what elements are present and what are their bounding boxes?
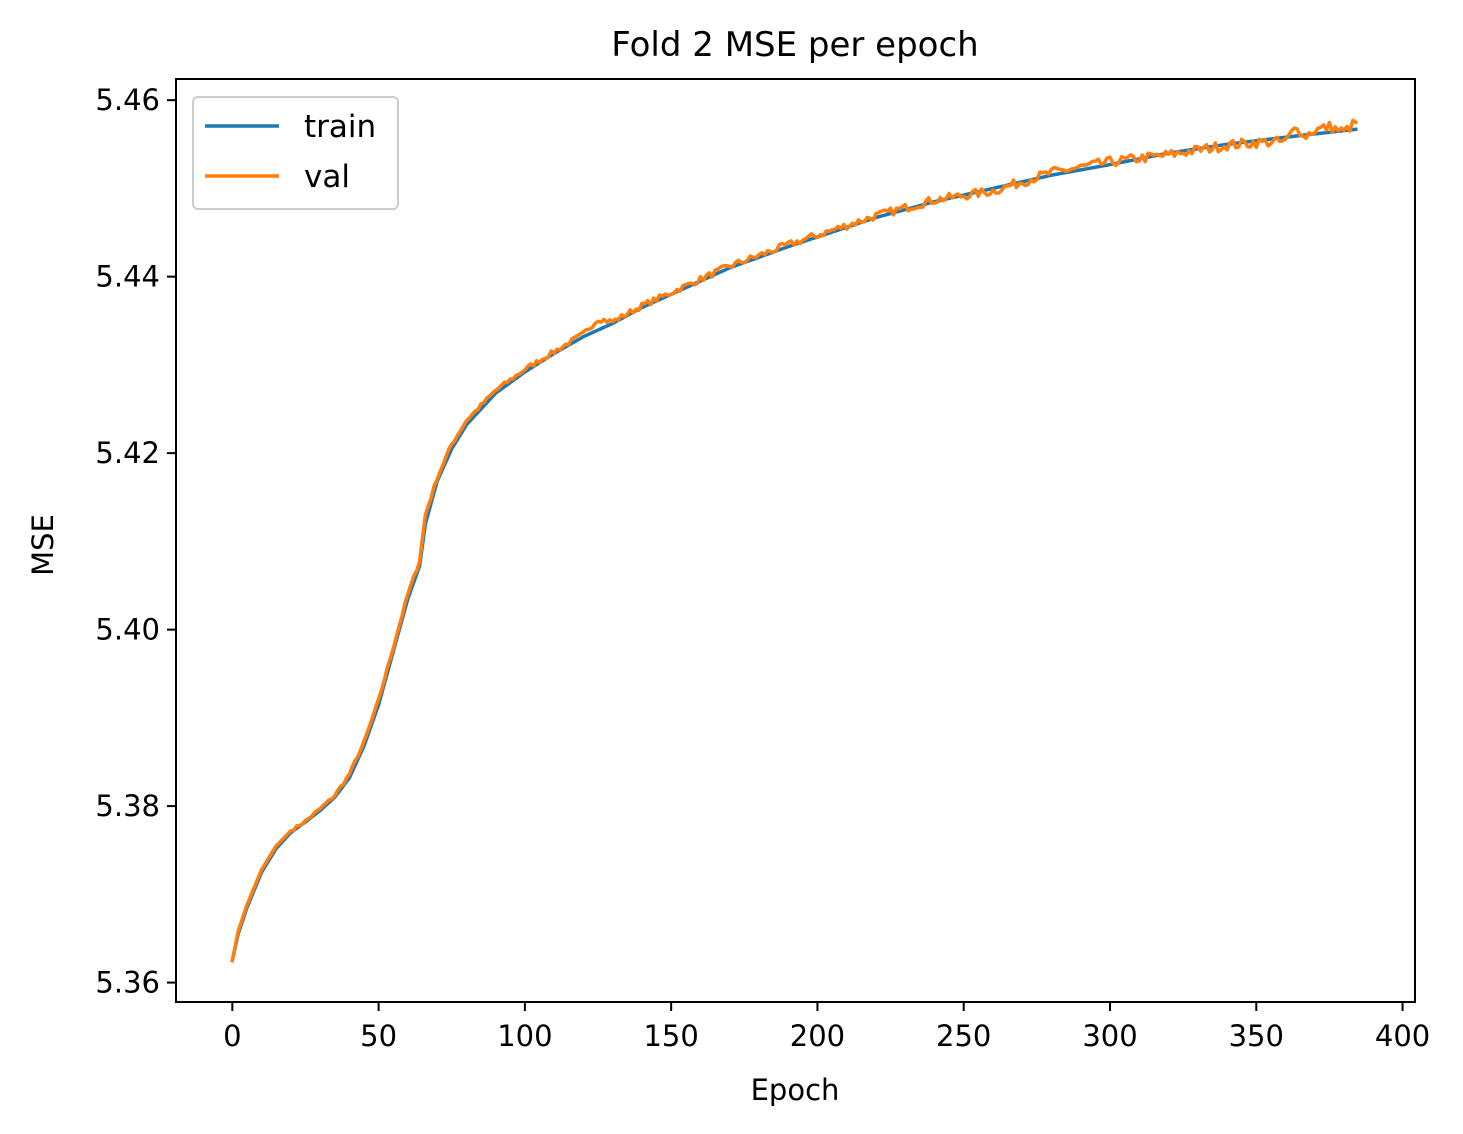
y-axis-title: MSE bbox=[26, 514, 60, 576]
y-tick-label: 5.40 bbox=[95, 613, 160, 647]
x-axis: 0 50 100 150 200 250 300 350 400 bbox=[223, 1002, 1430, 1053]
x-tick-label: 0 bbox=[223, 1019, 241, 1053]
x-tick-label: 300 bbox=[1082, 1019, 1137, 1053]
y-axis: 5.36 5.38 5.40 5.42 5.44 5.46 bbox=[95, 83, 176, 1000]
chart-title: Fold 2 MSE per epoch bbox=[611, 25, 978, 65]
x-tick-label: 350 bbox=[1229, 1019, 1284, 1053]
x-tick-label: 400 bbox=[1375, 1019, 1430, 1053]
x-tick-label: 200 bbox=[790, 1019, 845, 1053]
series-layer bbox=[230, 118, 1359, 963]
legend-label-val: val bbox=[304, 159, 350, 195]
series-line-val bbox=[230, 118, 1359, 963]
y-tick-label: 5.42 bbox=[95, 436, 160, 470]
x-tick-label: 50 bbox=[360, 1019, 397, 1053]
x-tick-label: 150 bbox=[643, 1019, 698, 1053]
x-axis-title: Epoch bbox=[751, 1073, 840, 1107]
legend: train val bbox=[192, 96, 399, 210]
legend-label-train: train bbox=[304, 109, 376, 145]
plot-area bbox=[176, 79, 1415, 1002]
plot-frame bbox=[175, 78, 1416, 1003]
y-tick-label: 5.36 bbox=[95, 966, 160, 1000]
x-tick-label: 100 bbox=[497, 1019, 552, 1053]
y-tick-label: 5.46 bbox=[95, 83, 160, 117]
x-tick-label: 250 bbox=[936, 1019, 991, 1053]
y-tick-label: 5.44 bbox=[95, 260, 160, 294]
y-tick-label: 5.38 bbox=[95, 789, 160, 823]
